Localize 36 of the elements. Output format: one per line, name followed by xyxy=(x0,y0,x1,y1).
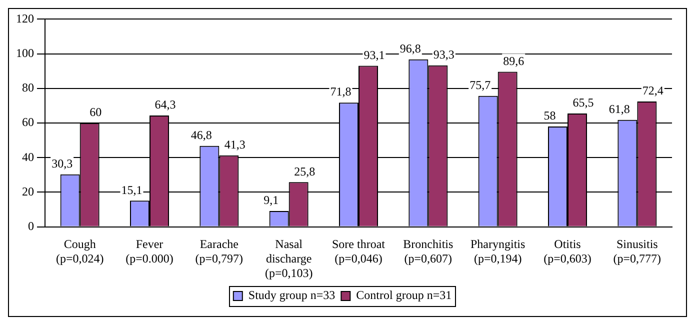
data-label: 60 xyxy=(90,105,102,120)
x-tick-label: Fever (p=0.000) xyxy=(126,237,174,266)
data-label: 64,3 xyxy=(154,98,176,112)
data-label: 30,3 xyxy=(52,156,73,171)
data-label: 65,5 xyxy=(572,96,594,110)
x-tick-label: Sinusitis (p=0,777) xyxy=(613,237,662,266)
data-label: 9,1 xyxy=(264,193,279,208)
legend-label: Study group n=33 xyxy=(248,288,336,302)
x-tick-label: Otitis (p=0,603) xyxy=(544,237,592,266)
x-tick-label: Pharyngitis (p=0,194) xyxy=(470,237,526,266)
x-tick-label: Nasal discharge (p=0,103) xyxy=(264,237,313,280)
data-label: 75,7 xyxy=(470,78,491,92)
x-tick-label: Bronchitis (p=0,607) xyxy=(403,237,454,266)
data-label: 89,6 xyxy=(503,54,524,68)
data-label: 15,1 xyxy=(121,182,142,197)
data-label: 61,8 xyxy=(608,102,630,116)
legend-label: Control group n=31 xyxy=(356,288,452,302)
data-label: 58 xyxy=(544,108,556,123)
data-label: 41,3 xyxy=(224,138,246,152)
x-tick-label: Sore throat (p=0,046) xyxy=(332,237,386,266)
y-tick-label: 100 xyxy=(16,46,34,60)
y-tick-label: 0 xyxy=(28,218,34,233)
x-tick-label: Cough (p=0,024) xyxy=(56,237,104,266)
data-label: 72,4 xyxy=(642,84,664,98)
y-tick-label: 40 xyxy=(22,150,34,164)
y-tick-label: 60 xyxy=(22,115,34,130)
y-tick-label: 20 xyxy=(22,184,34,198)
y-tick-label: 120 xyxy=(16,11,34,26)
data-label: 71,8 xyxy=(330,84,352,99)
y-tick-label: 80 xyxy=(22,80,34,95)
data-label: 93,1 xyxy=(364,48,385,62)
data-label: 93,3 xyxy=(433,48,454,62)
data-label: 96,8 xyxy=(400,41,421,56)
x-tick-label: Earache (p=0,797) xyxy=(195,237,244,266)
data-label: 46,8 xyxy=(190,128,212,142)
data-label: 25,8 xyxy=(294,164,316,178)
